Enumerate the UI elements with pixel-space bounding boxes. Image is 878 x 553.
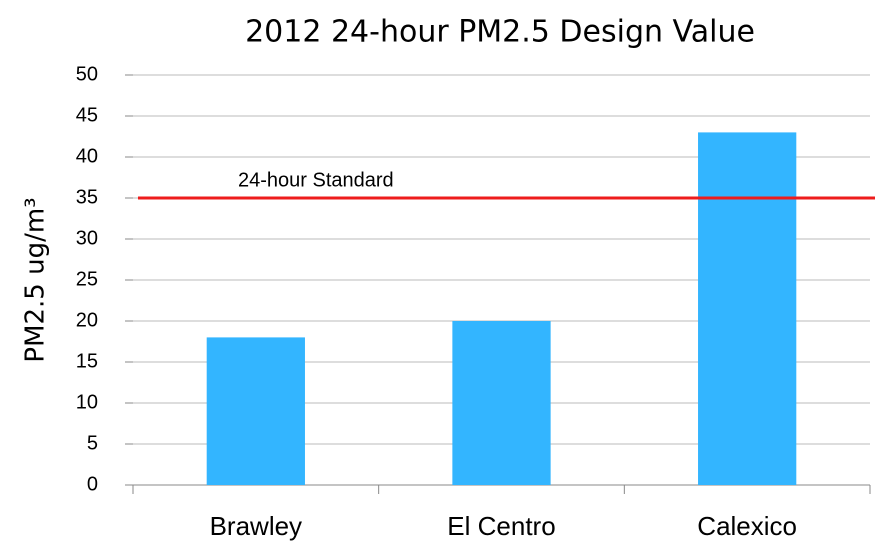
chart-title: 2012 24-hour PM2.5 Design Value — [245, 15, 755, 50]
y-tick-label: 25 — [76, 268, 98, 290]
x-tick-label: Calexico — [697, 511, 797, 541]
x-tick-label: Brawley — [210, 511, 302, 541]
y-tick-label: 45 — [76, 104, 98, 126]
y-tick-label: 10 — [76, 391, 98, 413]
bar — [206, 337, 305, 485]
y-tick-label: 20 — [76, 309, 98, 331]
y-tick-label: 40 — [76, 145, 98, 167]
y-tick-label: 15 — [76, 350, 98, 372]
bar — [698, 132, 797, 485]
y-axis-label: PM2.5 ug/m³ — [21, 197, 51, 362]
x-tick-label: El Centro — [447, 511, 555, 541]
y-tick-label: 0 — [87, 473, 98, 495]
y-tick-label: 50 — [76, 63, 98, 85]
y-tick-label: 35 — [76, 186, 98, 208]
bar — [452, 321, 551, 485]
y-tick-label: 5 — [87, 432, 98, 454]
reference-line-label: 24-hour Standard — [238, 169, 394, 191]
y-tick-label: 30 — [76, 227, 98, 249]
